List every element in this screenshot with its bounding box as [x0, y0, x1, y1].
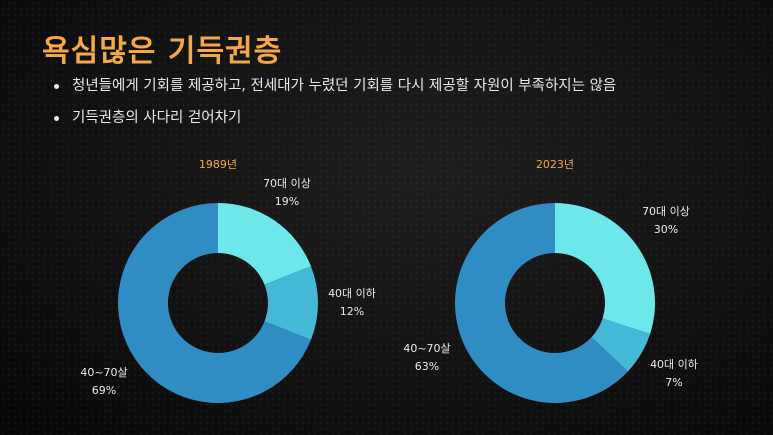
- slide-title: 욕심많은 기득권층: [42, 34, 283, 69]
- slice-value-label: 69%: [92, 384, 116, 397]
- bullet-item: 청년들에게 기회를 제공하고, 전세대가 누렸던 기회를 다시 제공할 자원이 …: [53, 76, 616, 96]
- slice-value-label: 7%: [665, 376, 682, 389]
- slice-label: 40~70살: [403, 342, 450, 355]
- slice-label: 70대 이상: [263, 177, 311, 190]
- bullet-item: 기득권층의 사다리 걷어차기: [53, 108, 616, 128]
- donut-slice: [454, 203, 628, 403]
- slice-value-label: 12%: [340, 305, 364, 318]
- donut-slice: [591, 318, 651, 372]
- donut-slice: [218, 203, 311, 285]
- donut-slice: [264, 266, 319, 340]
- slice-value-label: 63%: [415, 360, 439, 373]
- slice-value-label: 30%: [654, 223, 678, 236]
- chart-title: 2023년: [536, 158, 574, 171]
- bullet-list: 청년들에게 기회를 제공하고, 전세대가 누렸던 기회를 다시 제공할 자원이 …: [53, 76, 616, 140]
- slice-label: 40대 이하: [328, 286, 376, 300]
- slice-label: 40~70살: [80, 366, 127, 379]
- donut-slice: [555, 203, 655, 334]
- slice-label: 40대 이하: [650, 357, 698, 371]
- slice-label: 70대 이상: [642, 205, 690, 218]
- slice-value-label: 19%: [275, 195, 299, 208]
- donut-slice: [118, 203, 311, 403]
- chart-title: 1989년: [199, 158, 237, 171]
